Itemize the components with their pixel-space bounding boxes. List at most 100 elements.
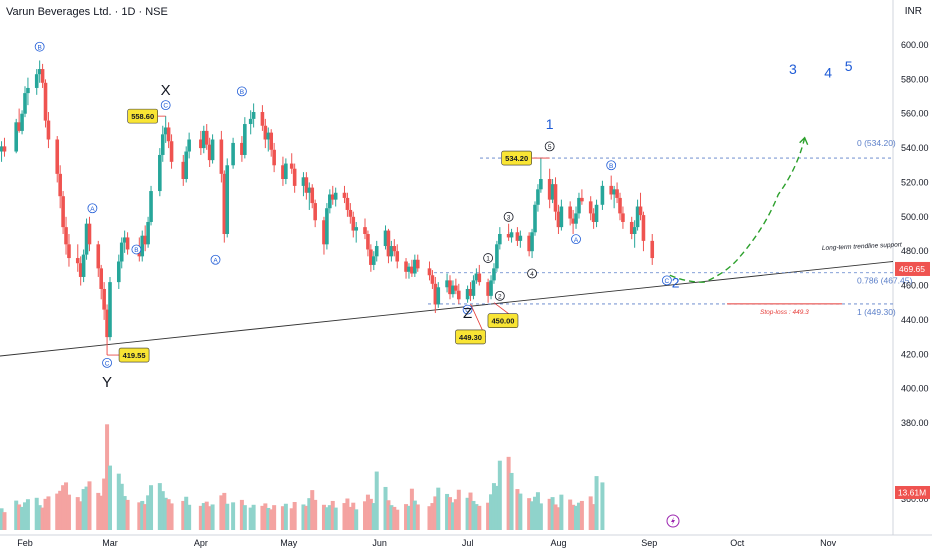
volume-bars <box>0 424 605 530</box>
volume-bar <box>269 509 274 530</box>
volume-bar <box>231 502 236 530</box>
wave-circle <box>34 41 45 52</box>
candle-body <box>366 234 370 250</box>
volume-bar <box>486 502 491 530</box>
volume-bar <box>535 492 540 530</box>
candle-body <box>410 266 414 274</box>
candle-body <box>515 232 520 241</box>
volume-bar <box>207 506 212 530</box>
candle-body <box>404 261 408 272</box>
candle-body <box>530 232 534 252</box>
y-tick-label: 580.00 <box>901 74 929 84</box>
candle-body <box>577 197 581 214</box>
wave-label: 4 <box>824 65 832 81</box>
candle-body <box>468 288 473 296</box>
candle-body <box>34 74 39 88</box>
candle-body <box>61 196 65 228</box>
volume-bar <box>363 501 367 530</box>
volume-bar <box>61 485 66 530</box>
volume-bar <box>550 497 555 530</box>
volume-bar <box>489 494 494 530</box>
volume-bar <box>2 512 7 530</box>
pivot-tag-text: 449.30 <box>459 333 482 342</box>
volume-bar <box>471 500 476 530</box>
volume-bar <box>491 483 496 530</box>
y-tick-label: 440.00 <box>901 315 929 325</box>
candle-body <box>486 282 490 296</box>
volume-bar <box>289 508 294 530</box>
y-tick-label: 460.00 <box>901 281 929 291</box>
candle-body <box>591 213 596 222</box>
candle-body <box>231 142 235 166</box>
x-tick-label: Jul <box>462 538 474 548</box>
pivot-tag-text: 450.00 <box>491 317 514 326</box>
wave-circle-text: B <box>37 44 41 51</box>
projection-arrow <box>799 136 809 146</box>
candle-body <box>556 211 561 228</box>
wave-circle-text: A <box>90 206 95 213</box>
wave-circle-text: C <box>665 278 670 285</box>
volume-bar <box>594 476 599 530</box>
candle-body <box>371 256 376 265</box>
pivot-tag <box>501 150 532 166</box>
candle-body <box>248 118 253 125</box>
candle-body <box>207 144 212 161</box>
volume-bar <box>342 503 347 530</box>
candle-body <box>184 151 189 180</box>
candle-body <box>87 223 92 245</box>
candle-body <box>492 268 496 281</box>
volume-bar <box>530 501 535 530</box>
candle-body <box>451 285 455 295</box>
volume-bar <box>386 500 391 530</box>
wave-circle <box>462 304 473 315</box>
candle-body <box>243 124 247 155</box>
projection-path <box>669 137 806 283</box>
x-tick-label: Mar <box>102 538 118 548</box>
wave-circle <box>494 290 505 301</box>
candle-body <box>284 163 288 180</box>
volume-bar <box>169 503 174 530</box>
candle-body <box>269 132 274 150</box>
wave-circle <box>527 268 537 279</box>
candle-body <box>158 154 162 192</box>
volume-bar <box>327 505 332 530</box>
candle-body <box>527 235 531 252</box>
candle-body <box>240 142 244 155</box>
candle-body <box>105 309 109 338</box>
volume-bar <box>43 498 48 530</box>
wave-circle-text: B <box>240 89 244 96</box>
candle-body <box>2 146 7 152</box>
candle-body <box>509 232 514 238</box>
candle-body <box>374 246 379 257</box>
volume-bar <box>389 505 394 530</box>
volume-bar <box>198 505 203 530</box>
x-tick-label: Nov <box>820 538 837 548</box>
y-tick-label: 380.00 <box>901 418 929 428</box>
candle-body <box>17 122 21 131</box>
candle-body <box>58 173 62 197</box>
wave-label: 2 <box>672 274 680 290</box>
candle-body <box>322 220 326 245</box>
candle-body <box>363 227 367 234</box>
candle-body <box>201 130 206 149</box>
candle-body <box>433 283 438 305</box>
wave-circle-text: 3 <box>507 214 511 221</box>
volume-bar <box>538 503 543 530</box>
candle-body <box>64 227 68 245</box>
y-tick-label: 400.00 <box>901 384 929 394</box>
wave-circle <box>160 100 171 111</box>
candle-body <box>169 141 174 162</box>
candle-body <box>407 266 411 272</box>
x-tick-label: Aug <box>550 538 566 548</box>
candle-body <box>615 189 619 198</box>
volume-bar <box>368 498 373 530</box>
candle-body <box>272 149 276 166</box>
volume-bar <box>146 495 151 530</box>
wave-circle <box>87 203 98 214</box>
candle-body <box>20 113 24 131</box>
volume-bar <box>58 490 63 530</box>
volume-bar <box>330 500 335 530</box>
volume-bar <box>40 507 45 530</box>
volume-bar <box>365 494 370 530</box>
